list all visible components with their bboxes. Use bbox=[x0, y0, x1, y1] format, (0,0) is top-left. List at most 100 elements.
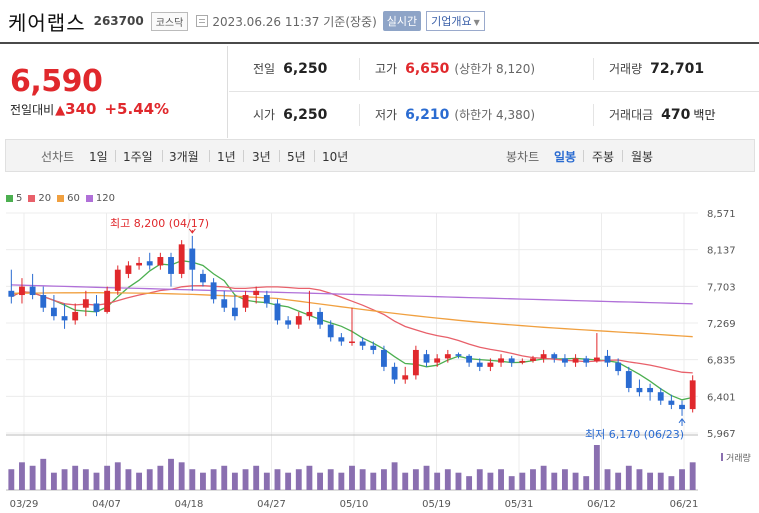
upper-limit: (상한가 8,120) bbox=[454, 62, 536, 76]
volume-bar bbox=[647, 472, 654, 490]
volume-bar bbox=[317, 472, 323, 490]
volume-bar bbox=[540, 465, 547, 490]
candle-body bbox=[231, 307, 238, 317]
candle-body bbox=[349, 341, 355, 344]
y-tick-label: 8,137 bbox=[707, 246, 736, 257]
stock-name: 케어랩스 bbox=[8, 10, 86, 35]
candle-body bbox=[476, 362, 483, 367]
candle-body bbox=[466, 355, 473, 363]
up-triangle-icon: ▲ bbox=[55, 103, 66, 118]
volume-bar bbox=[359, 469, 366, 490]
volume-bar bbox=[530, 469, 536, 490]
volume-bar bbox=[221, 465, 228, 490]
prev-close: 전일 6,250 bbox=[253, 60, 327, 77]
candle-body bbox=[285, 320, 292, 325]
volume-bar bbox=[93, 472, 100, 490]
candle-body bbox=[125, 265, 132, 274]
candle-body bbox=[551, 354, 558, 359]
tab-monthly[interactable]: 월봉 bbox=[631, 150, 654, 164]
candle-body bbox=[530, 358, 536, 361]
amount-label: 거래대금 bbox=[609, 108, 654, 122]
volume-bars bbox=[8, 445, 696, 490]
quote-row: 전일 6,250 고가 6,650 (상한가 8,120) 거래량 72,701 bbox=[229, 46, 759, 92]
x-tick-label: 05/10 bbox=[340, 499, 369, 510]
tab-1d[interactable]: 1일 bbox=[89, 150, 108, 164]
candle-body bbox=[647, 387, 654, 393]
volume-legend-swatch bbox=[721, 453, 723, 461]
volume-bar bbox=[423, 465, 430, 490]
y-tick-label: 6,401 bbox=[707, 392, 736, 403]
volume-bar bbox=[349, 465, 355, 490]
divider bbox=[359, 58, 360, 80]
tab-1y[interactable]: 1년 bbox=[217, 150, 236, 164]
y-tick-label: 6,835 bbox=[707, 356, 736, 367]
x-tick-label: 04/18 bbox=[175, 499, 204, 510]
candle-body bbox=[381, 349, 387, 367]
tab-1w[interactable]: 1주일 bbox=[123, 150, 153, 164]
volume-bar bbox=[636, 469, 643, 490]
tab-daily[interactable]: 일봉 bbox=[554, 150, 577, 164]
low-annotation: 최저 6,170 (06/23) bbox=[585, 428, 684, 441]
candle-body bbox=[221, 299, 228, 308]
tab-3m[interactable]: 3개월 bbox=[169, 150, 199, 164]
low-value: 6,210 bbox=[405, 107, 450, 123]
volume-bar bbox=[583, 476, 590, 490]
volume-bar bbox=[508, 476, 515, 490]
tab-3y[interactable]: 3년 bbox=[252, 150, 271, 164]
volume-bar bbox=[625, 465, 632, 490]
tab-weekly[interactable]: 주봉 bbox=[592, 150, 615, 164]
prev-close-label: 전일 bbox=[253, 62, 276, 76]
volume-bar bbox=[40, 458, 47, 490]
realtime-button[interactable]: 실시간 bbox=[382, 11, 422, 31]
candle-body bbox=[93, 303, 100, 312]
tab-10y[interactable]: 10년 bbox=[322, 150, 349, 164]
y-tick-label: 7,703 bbox=[707, 282, 736, 293]
volume-bar bbox=[114, 462, 121, 490]
candle-body bbox=[327, 324, 334, 338]
candle-chart-label: 봉차트 bbox=[506, 150, 540, 164]
candle-body bbox=[242, 295, 249, 308]
candle-body bbox=[625, 371, 632, 388]
volume-bar bbox=[615, 472, 622, 490]
chevron-down-icon: ▼ bbox=[473, 18, 480, 27]
candle-body bbox=[498, 358, 504, 363]
quote-panel: 6,590 전일대비 ▲ 340 +5.44% 전일 6,250 고가 6,65… bbox=[0, 46, 759, 138]
tab-5y[interactable]: 5년 bbox=[287, 150, 306, 164]
line-chart-label: 선차트 bbox=[41, 150, 75, 164]
change-percent: +5.44% bbox=[104, 100, 170, 118]
volume-bar bbox=[657, 472, 664, 490]
volume-bar bbox=[668, 476, 675, 490]
change-row: 전일대비 ▲ 340 +5.44% bbox=[10, 100, 169, 118]
change-label: 전일대비 bbox=[10, 103, 55, 117]
volume-bar bbox=[412, 469, 419, 490]
quote-row: 시가 6,250 저가 6,210 (하한가 4,380) 거래대금 470 백… bbox=[229, 92, 759, 138]
company-overview-dropdown[interactable]: 기업개요 ▼ bbox=[426, 11, 485, 31]
ma-line-20 bbox=[11, 285, 693, 374]
y-tick-label: 8,571 bbox=[707, 209, 736, 220]
candle-body bbox=[338, 337, 345, 342]
divider bbox=[243, 150, 244, 162]
volume-bar bbox=[434, 472, 441, 490]
x-tick-label: 03/29 bbox=[10, 499, 39, 510]
volume-bar bbox=[146, 469, 153, 490]
low-label: 저가 bbox=[375, 108, 398, 122]
candle-body bbox=[636, 387, 643, 393]
volume-bar bbox=[263, 472, 270, 490]
volume-bar bbox=[498, 469, 504, 490]
volume-bar bbox=[178, 462, 185, 490]
candlestick-chart[interactable]: 8,571 8,137 7,703 7,269 6,835 6,401 5,967 03/29… bbox=[0, 180, 759, 513]
volume-bar bbox=[487, 472, 494, 490]
candle-body bbox=[136, 262, 143, 266]
legend-swatch bbox=[28, 195, 36, 202]
legend-label: 20 bbox=[38, 193, 52, 204]
candle-body bbox=[263, 295, 270, 304]
high-label: 고가 bbox=[375, 62, 398, 76]
high-annotation: 최고 8,200 (04/17) bbox=[110, 217, 209, 230]
candle-body bbox=[8, 290, 15, 297]
legend-label: 5 bbox=[16, 193, 23, 204]
volume-bar bbox=[82, 469, 89, 490]
volume-bar bbox=[189, 469, 196, 490]
candle-body bbox=[572, 358, 579, 363]
volume-bar bbox=[551, 472, 558, 490]
legend-swatch bbox=[57, 195, 65, 202]
